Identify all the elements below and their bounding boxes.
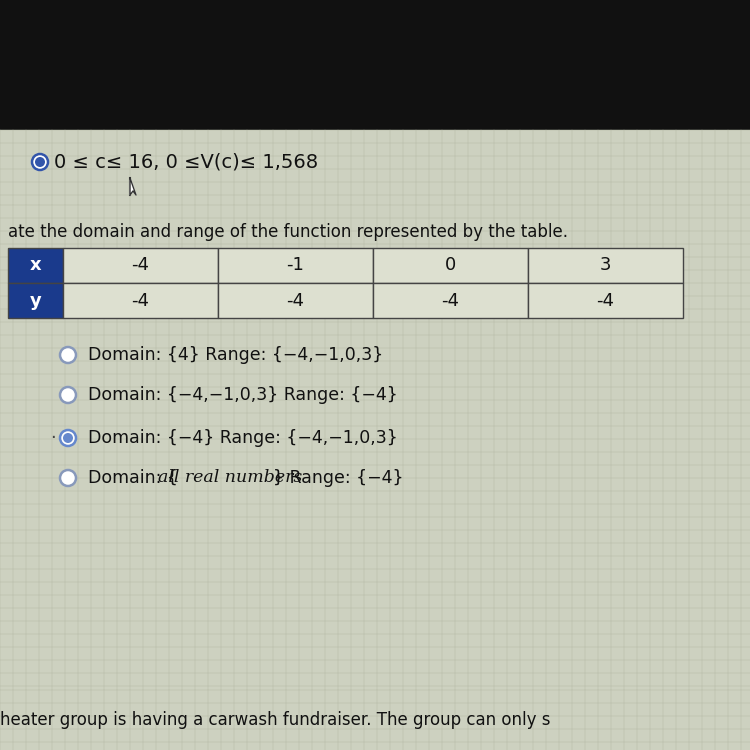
Text: Domain: {4} Range: {−4,−1,0,3}: Domain: {4} Range: {−4,−1,0,3} — [88, 346, 383, 364]
FancyBboxPatch shape — [8, 283, 63, 318]
Circle shape — [60, 387, 76, 403]
Text: -4: -4 — [596, 292, 614, 310]
Text: all real numbers: all real numbers — [158, 470, 302, 487]
FancyBboxPatch shape — [528, 248, 683, 283]
Text: y: y — [30, 292, 41, 310]
Circle shape — [35, 157, 45, 167]
Text: 3: 3 — [600, 256, 611, 274]
Circle shape — [60, 470, 76, 486]
Text: -1: -1 — [286, 256, 304, 274]
Text: -4: -4 — [131, 256, 149, 274]
Text: heater group is having a carwash fundraiser. The group can only s: heater group is having a carwash fundrai… — [0, 711, 550, 729]
Circle shape — [60, 430, 76, 446]
Text: ate the domain and range of the function represented by the table.: ate the domain and range of the function… — [8, 223, 568, 241]
Text: 0 ≤ c≤ 16, 0 ≤V(c)≤ 1,568: 0 ≤ c≤ 16, 0 ≤V(c)≤ 1,568 — [54, 152, 318, 172]
FancyBboxPatch shape — [218, 283, 373, 318]
Text: Domain: {−4} Range: {−4,−1,0,3}: Domain: {−4} Range: {−4,−1,0,3} — [88, 429, 398, 447]
Text: -4: -4 — [286, 292, 304, 310]
Text: } Range: {−4}: } Range: {−4} — [273, 469, 404, 487]
FancyBboxPatch shape — [373, 283, 528, 318]
Text: Domain: {: Domain: { — [88, 469, 178, 487]
FancyBboxPatch shape — [373, 248, 528, 283]
FancyBboxPatch shape — [8, 248, 63, 283]
Text: Domain: {−4,−1,0,3} Range: {−4}: Domain: {−4,−1,0,3} Range: {−4} — [88, 386, 398, 404]
Circle shape — [60, 347, 76, 363]
Text: ·: · — [50, 429, 55, 447]
FancyBboxPatch shape — [218, 248, 373, 283]
FancyBboxPatch shape — [63, 283, 218, 318]
Text: -4: -4 — [442, 292, 460, 310]
FancyBboxPatch shape — [0, 205, 750, 690]
FancyBboxPatch shape — [528, 283, 683, 318]
Circle shape — [63, 433, 73, 443]
Polygon shape — [130, 178, 136, 195]
FancyBboxPatch shape — [63, 248, 218, 283]
Circle shape — [32, 154, 48, 170]
Text: -4: -4 — [131, 292, 149, 310]
FancyBboxPatch shape — [0, 690, 750, 750]
Text: 0: 0 — [445, 256, 456, 274]
FancyBboxPatch shape — [0, 130, 750, 205]
Text: x: x — [30, 256, 41, 274]
